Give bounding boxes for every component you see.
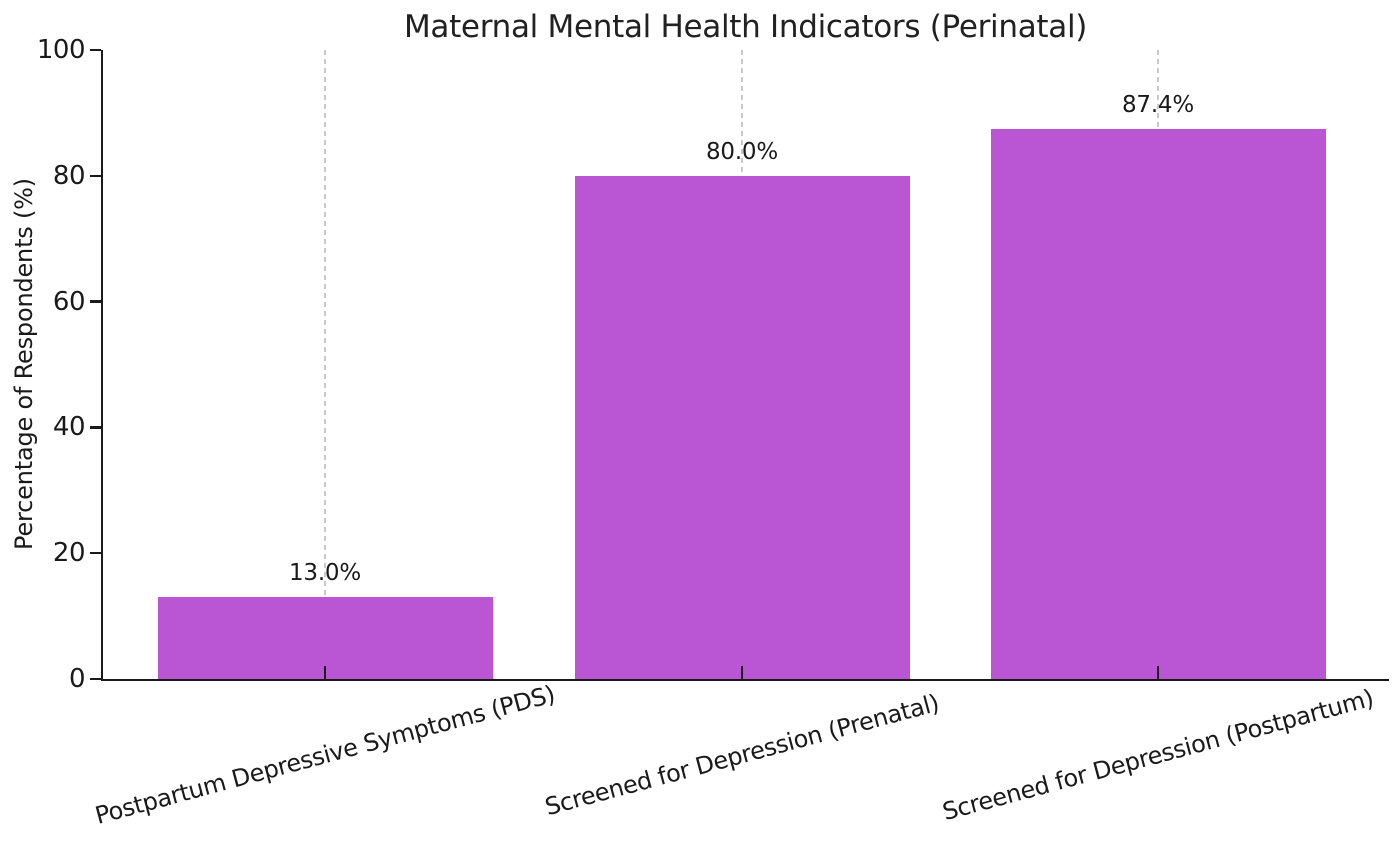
y-tick-label: 80 bbox=[52, 160, 86, 191]
bar-value-label: 87.4% bbox=[1121, 92, 1195, 119]
bar-value-label: 13.0% bbox=[288, 560, 362, 587]
x-tick-label: Screened for Depression (Prenatal) bbox=[542, 688, 942, 822]
y-axis-title: Percentage of Respondents (%) bbox=[10, 178, 38, 550]
x-tick bbox=[1156, 666, 1160, 679]
chart-title: Maternal Mental Health Indicators (Perin… bbox=[403, 9, 1088, 45]
x-tick bbox=[323, 666, 327, 679]
plot-area: 13.0% 80.0% 87.4% bbox=[103, 50, 1388, 679]
y-tick-label: 20 bbox=[52, 538, 86, 569]
y-tick-label: 0 bbox=[68, 664, 86, 694]
y-tick bbox=[90, 174, 101, 178]
y-tick-label: 100 bbox=[36, 35, 86, 65]
bar-1 bbox=[157, 597, 493, 679]
x-tick-label: Postpartum Depressive Symptoms (PDS) bbox=[92, 680, 558, 830]
x-axis-spine bbox=[100, 678, 1389, 682]
y-tick bbox=[90, 300, 101, 303]
gridline bbox=[324, 50, 326, 679]
y-tick-label: 60 bbox=[52, 286, 86, 317]
y-tick bbox=[90, 426, 101, 429]
x-tick-label: Screened for Depression (Postpartum) bbox=[939, 683, 1377, 827]
y-tick bbox=[90, 551, 101, 555]
y-tick-label: 40 bbox=[52, 412, 86, 443]
bar-3 bbox=[990, 129, 1326, 679]
y-axis-spine bbox=[100, 50, 103, 681]
y-tick bbox=[90, 677, 101, 681]
y-tick bbox=[90, 48, 101, 52]
x-tick bbox=[740, 666, 744, 679]
bar-value-label: 80.0% bbox=[705, 138, 779, 165]
bar-2 bbox=[574, 175, 910, 679]
